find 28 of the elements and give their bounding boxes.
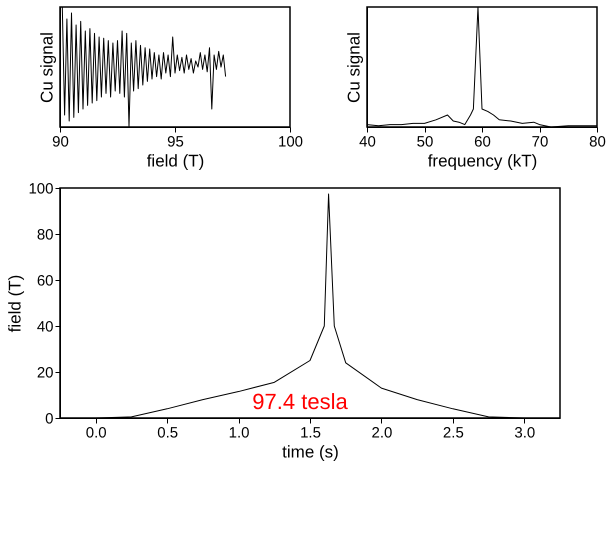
y-tick-label: 0 [45, 410, 54, 428]
y-axis-title: Cu signal [38, 32, 56, 103]
y-tick-label: 40 [36, 318, 54, 336]
x-tick-label: 2.5 [442, 424, 464, 442]
y-tick-label: 100 [28, 180, 54, 198]
x-tick-label: 50 [416, 134, 434, 150]
y-tick-label: 80 [36, 226, 54, 244]
x-tick-label: 3.0 [514, 424, 536, 442]
x-tick-label: 60 [474, 134, 491, 150]
x-tick-label: 1.0 [228, 424, 250, 442]
x-tick-label: 2.0 [372, 424, 392, 442]
x-axis-title: field (T) [146, 152, 204, 170]
x-tick-label: 0.0 [86, 424, 107, 442]
y-axis-title: Cu signal [344, 32, 364, 103]
x-tick-label: 70 [532, 134, 548, 150]
x-tick-label: 1.5 [300, 424, 321, 442]
x-tick-label: 80 [589, 134, 606, 150]
y-tick-label: 20 [36, 364, 54, 382]
x-tick-label: 95 [167, 134, 184, 150]
y-axis-title: field (T) [5, 274, 24, 332]
x-tick-label: 100 [278, 134, 304, 150]
annotation: 97.4 tesla [252, 389, 348, 414]
x-axis-title: frequency (kT) [428, 152, 538, 170]
x-axis-title: time (s) [282, 442, 339, 462]
x-tick-label: 40 [359, 134, 376, 150]
x-tick-label: 0.5 [157, 424, 178, 442]
x-tick-label: 90 [52, 134, 69, 150]
y-tick-label: 60 [36, 272, 54, 290]
